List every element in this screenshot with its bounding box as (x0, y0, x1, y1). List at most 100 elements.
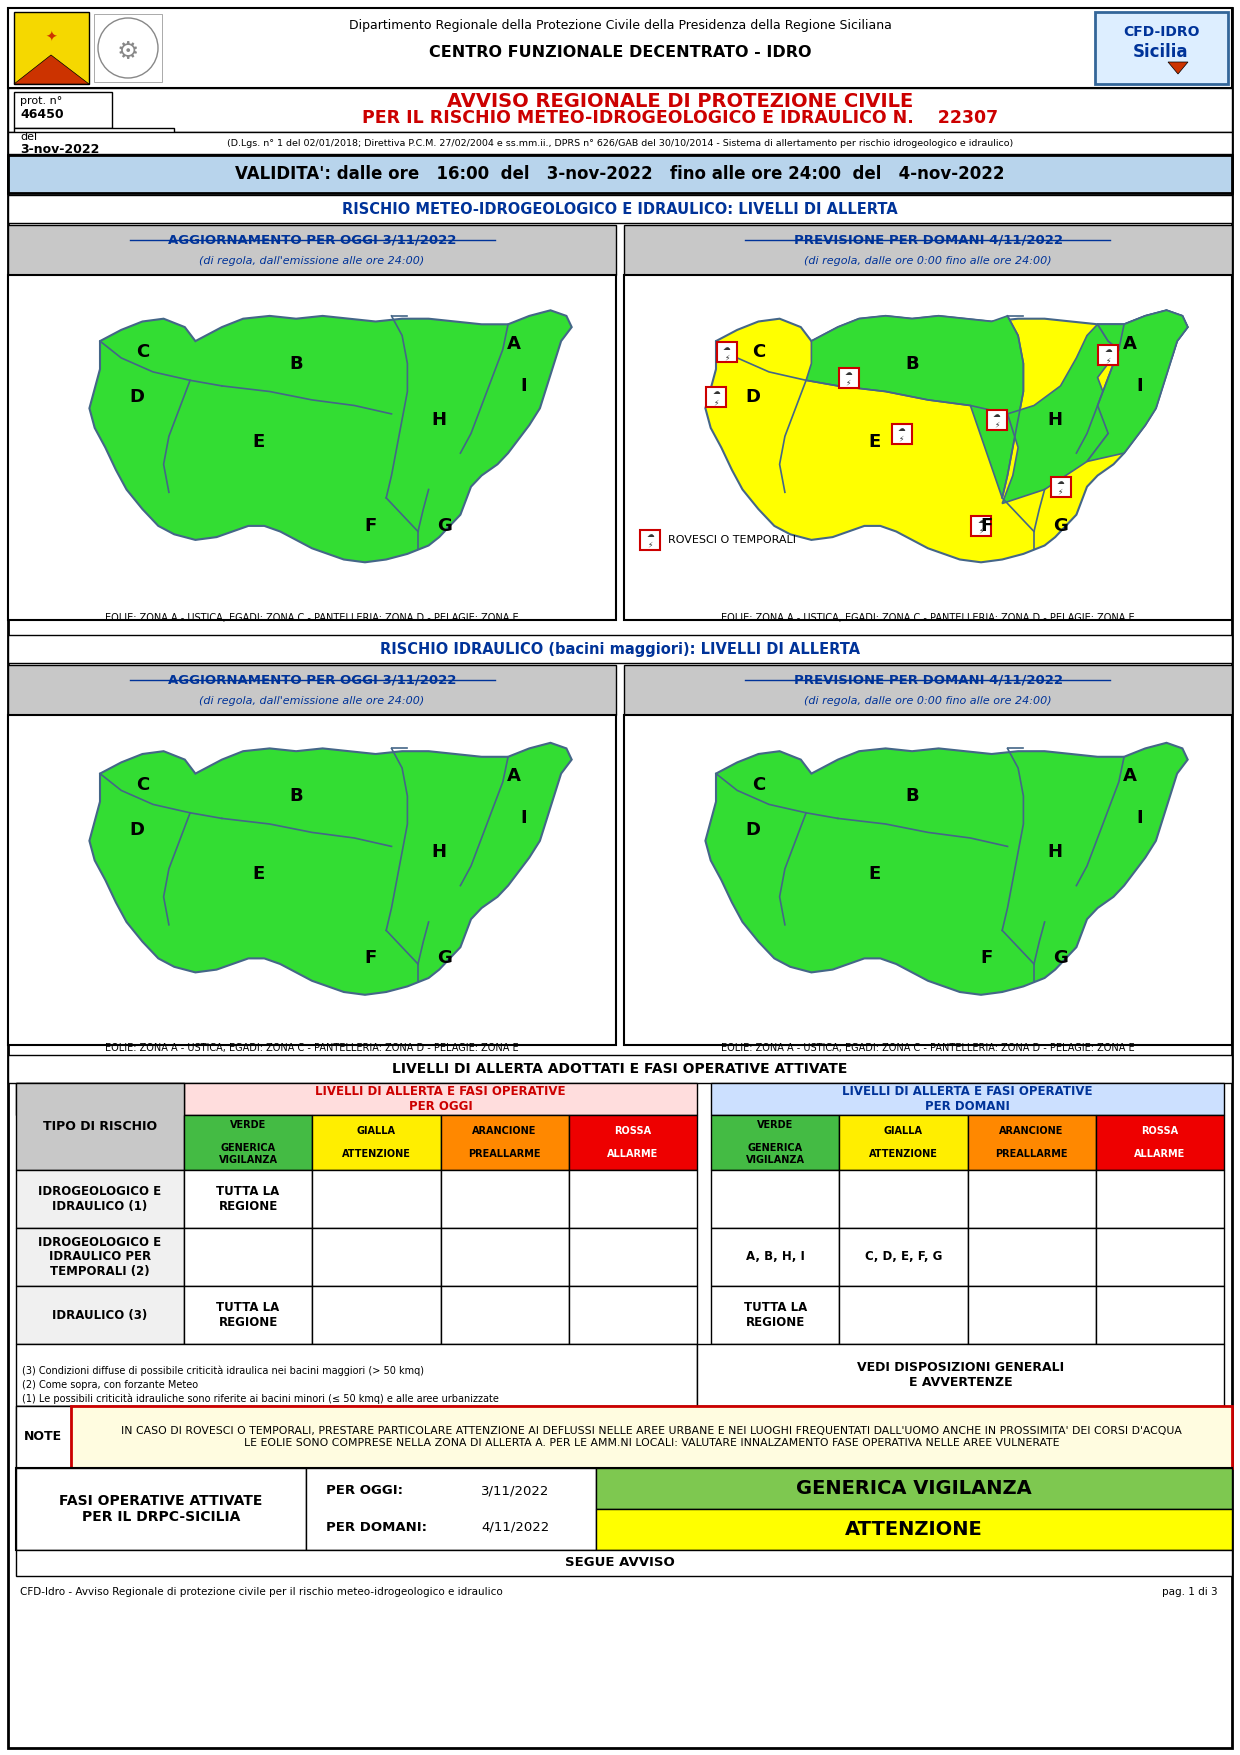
Text: H: H (1048, 842, 1063, 862)
Bar (7, 665, 616, 714)
Text: pag. 1 di 3: pag. 1 di 3 (1162, 1587, 1218, 1597)
Text: C, D, E, F, G: C, D, E, F, G (864, 1251, 942, 1264)
Polygon shape (1087, 311, 1188, 462)
Polygon shape (1168, 61, 1188, 74)
Text: prot. n°: prot. n° (20, 97, 62, 105)
Bar (711, 1083, 1224, 1114)
Text: ☁
⚡: ☁ ⚡ (646, 530, 653, 549)
Bar (184, 1228, 312, 1286)
Text: CFD-IDRO: CFD-IDRO (1122, 25, 1199, 39)
Bar (711, 1171, 839, 1228)
Text: PREVISIONE PER DOMANI 4/11/2022: PREVISIONE PER DOMANI 4/11/2022 (794, 233, 1063, 246)
Bar (16, 1344, 697, 1406)
Bar (967, 1171, 1096, 1228)
Text: VEDI DISPOSIZIONI GENERALI
E AVVERTENZE: VEDI DISPOSIZIONI GENERALI E AVVERTENZE (857, 1360, 1064, 1388)
Text: 3-nov-2022: 3-nov-2022 (20, 142, 99, 156)
Bar (717, 342, 737, 362)
Text: RISCHIO IDRAULICO (bacini maggiori): LIVELLI DI ALLERTA: RISCHIO IDRAULICO (bacini maggiori): LIV… (379, 642, 861, 656)
Text: (2) Come sopra, con forzante Meteo: (2) Come sopra, con forzante Meteo (22, 1379, 198, 1390)
Bar (838, 367, 858, 388)
Text: G: G (436, 518, 451, 535)
Polygon shape (706, 742, 1188, 995)
Text: PER IL RISCHIO METEO-IDROGEOLOGICO E IDRAULICO N.    22307: PER IL RISCHIO METEO-IDROGEOLOGICO E IDR… (362, 109, 998, 126)
Bar (624, 276, 1233, 620)
Text: H: H (432, 411, 446, 428)
Bar (14, 91, 112, 128)
Text: C: C (135, 344, 149, 362)
Text: GIALLA

ATTENZIONE: GIALLA ATTENZIONE (342, 1127, 410, 1158)
Text: B: B (905, 355, 919, 372)
Text: E: E (869, 865, 882, 883)
Bar (711, 1228, 839, 1286)
Bar (1096, 1114, 1224, 1171)
Text: CENTRO FUNZIONALE DECENTRATO - IDRO: CENTRO FUNZIONALE DECENTRATO - IDRO (429, 44, 811, 60)
Bar (312, 1228, 440, 1286)
Text: D: D (130, 821, 145, 839)
Text: E: E (253, 433, 265, 451)
Text: F: F (365, 949, 377, 967)
Text: 4/11/2022: 4/11/2022 (481, 1520, 549, 1534)
Text: Dipartimento Regionale della Protezione Civile della Presidenza della Regione Si: Dipartimento Regionale della Protezione … (348, 19, 892, 32)
Text: I: I (521, 377, 527, 395)
Bar (16, 1467, 1233, 1550)
Text: A: A (506, 335, 521, 353)
Bar (312, 1114, 440, 1171)
Text: F: F (365, 518, 377, 535)
Text: PREVISIONE PER DOMANI 4/11/2022: PREVISIONE PER DOMANI 4/11/2022 (794, 674, 1063, 686)
Text: A: A (1122, 767, 1136, 786)
Text: D: D (745, 388, 760, 405)
Bar (1096, 1286, 1224, 1344)
Bar (971, 516, 991, 535)
Bar (440, 1171, 569, 1228)
Text: C: C (135, 776, 149, 793)
Text: GENERICA VIGILANZA: GENERICA VIGILANZA (796, 1479, 1032, 1499)
Text: E: E (253, 865, 265, 883)
Text: (di regola, dall'emissione alle ore 24:00): (di regola, dall'emissione alle ore 24:0… (200, 256, 424, 267)
Circle shape (98, 18, 157, 77)
Bar (16, 1406, 71, 1467)
Text: SEGUE AVVISO: SEGUE AVVISO (565, 1557, 675, 1569)
Polygon shape (1002, 325, 1118, 504)
Bar (967, 1114, 1096, 1171)
Bar (569, 1171, 697, 1228)
Text: H: H (432, 842, 446, 862)
Text: IDROGEOLOGICO E
IDRAULICO (1): IDROGEOLOGICO E IDRAULICO (1) (38, 1185, 161, 1213)
Bar (16, 1228, 184, 1286)
Text: A: A (1122, 335, 1136, 353)
Text: A: A (506, 767, 521, 786)
Bar (184, 1114, 312, 1171)
Bar (7, 276, 616, 620)
Text: NOTE: NOTE (24, 1430, 62, 1444)
Bar (624, 714, 1233, 1044)
Bar (71, 1406, 1233, 1467)
Bar (839, 1228, 967, 1286)
Text: ROVESCI O TEMPORALI: ROVESCI O TEMPORALI (668, 535, 796, 546)
Polygon shape (806, 316, 1023, 498)
Bar (1095, 12, 1228, 84)
Text: B: B (289, 786, 303, 806)
Bar (16, 1286, 184, 1344)
Polygon shape (14, 54, 89, 84)
Text: TUTTA LA
REGIONE: TUTTA LA REGIONE (217, 1185, 280, 1213)
Bar (16, 1083, 184, 1171)
Text: B: B (289, 355, 303, 372)
Text: PER OGGI:: PER OGGI: (326, 1485, 403, 1497)
Text: 3/11/2022: 3/11/2022 (481, 1485, 549, 1497)
Text: B: B (905, 786, 919, 806)
Bar (7, 132, 1233, 154)
Bar (596, 1509, 1233, 1550)
Text: D: D (745, 821, 760, 839)
Text: (di regola, dalle ore 0:00 fino alle ore 24:00): (di regola, dalle ore 0:00 fino alle ore… (805, 256, 1052, 267)
Text: ☁
⚡: ☁ ⚡ (723, 342, 730, 362)
Bar (7, 88, 1233, 132)
Bar (1096, 1171, 1224, 1228)
Text: ARANCIONE

PREALLARME: ARANCIONE PREALLARME (996, 1127, 1068, 1158)
Text: ☁
⚡: ☁ ⚡ (712, 388, 719, 407)
Text: ⚙: ⚙ (117, 40, 139, 63)
Bar (7, 635, 1233, 663)
Bar (184, 1286, 312, 1344)
Bar (14, 12, 89, 84)
Text: IN CASO DI ROVESCI O TEMPORALI, PRESTARE PARTICOLARE ATTENZIONE AI DEFLUSSI NELL: IN CASO DI ROVESCI O TEMPORALI, PRESTARE… (122, 1427, 1182, 1448)
Text: EOLIE: ZONA A - USTICA, EGADI: ZONA C - PANTELLERIA: ZONA D - PELAGIE: ZONA E: EOLIE: ZONA A - USTICA, EGADI: ZONA C - … (722, 1042, 1135, 1053)
Text: E: E (869, 433, 882, 451)
